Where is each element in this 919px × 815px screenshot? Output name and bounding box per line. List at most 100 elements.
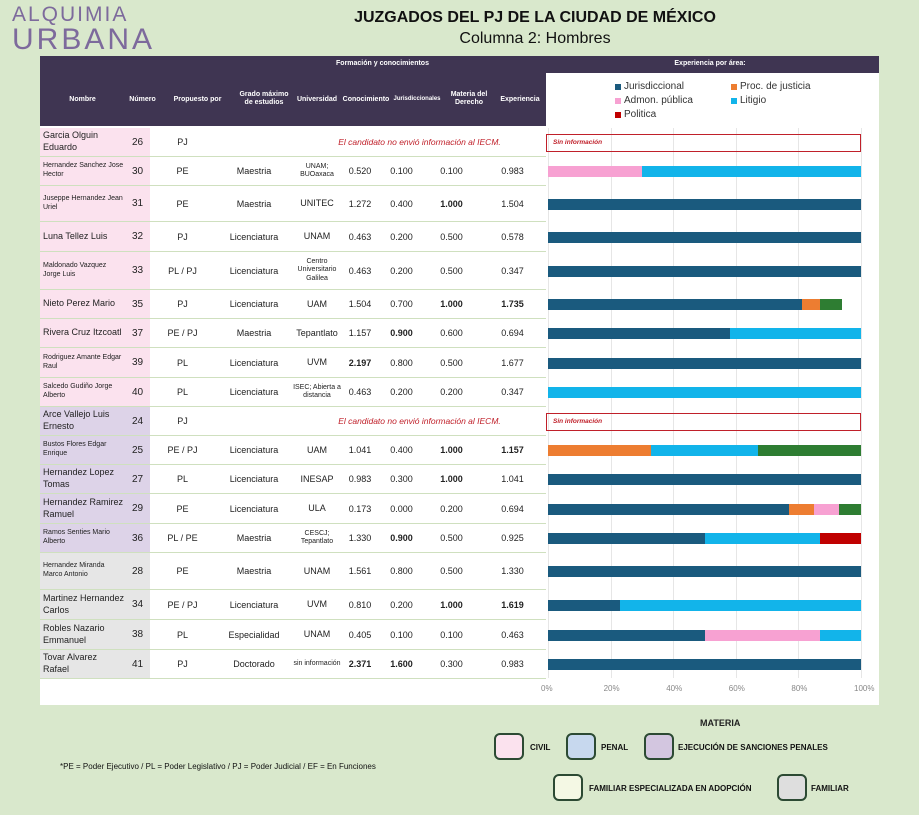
bar-segment: [820, 629, 861, 641]
row-number: 25: [125, 436, 150, 464]
row-materia: 0.500: [440, 231, 463, 242]
bar-segment: [548, 659, 861, 670]
row-number: 38: [125, 620, 150, 649]
row-name: Garcia Olguin Eduardo: [40, 128, 125, 156]
row-proposed-by: PE: [176, 503, 189, 514]
brand-line1: ALQUIMIA: [12, 3, 129, 26]
row-degree: Licenciatura: [229, 445, 279, 455]
bar-segment: [548, 328, 730, 339]
row-degree: Maestria: [236, 566, 272, 576]
row-name: Hernandez Lopez Tomas: [40, 465, 125, 493]
materia-label-familiar-adopcion: FAMILIAR ESPECIALIZADA EN ADOPCIÓN: [589, 784, 752, 793]
row-materia: 0.100: [440, 166, 463, 176]
row-name: Bustos Flores Edgar Enrique: [40, 436, 125, 464]
row-proposed-by: PJ: [177, 659, 188, 669]
x-tick-label: 100%: [854, 684, 875, 693]
row-degree: Licenciatura: [229, 265, 279, 276]
row-degree: Licenciatura: [229, 599, 279, 610]
row-university: Centro Universitario Galilea: [297, 257, 337, 282]
row-conocimiento: 0.810: [348, 599, 372, 610]
row-materia: 1.000: [440, 474, 463, 484]
table-row: Rivera Cruz Itzcoatl 37 PE / PJ Maestria Tep…: [40, 319, 546, 348]
row-experiencia: 1.504: [501, 198, 524, 209]
header-experiencia: Experiencia por área:: [674, 60, 746, 67]
row-materia: 1.000: [440, 599, 463, 610]
row-materia: 0.500: [440, 265, 463, 276]
row-degree: Maestria: [236, 328, 272, 338]
row-number: 27: [125, 465, 150, 493]
row-materia: 0.500: [440, 566, 463, 576]
col-header-experiencia: Experiencia: [500, 96, 540, 103]
row-proposed-by: PE: [176, 198, 189, 209]
legend-swatch: [615, 83, 621, 90]
col-header-universidad: Universidad: [296, 96, 338, 103]
bar-segment: [548, 357, 861, 369]
row-jurisdiccionales: 0.200: [390, 387, 413, 397]
row-degree: Doctorado: [233, 659, 275, 669]
row-number: 35: [125, 290, 150, 318]
row-proposed-by: PE / PJ: [167, 445, 198, 455]
row-conocimiento: 0.463: [348, 265, 372, 276]
row-name: Maldonado Vazquez Jorge Luis: [40, 252, 125, 289]
bar-segment: [548, 387, 861, 398]
row-university: sin información: [293, 659, 341, 667]
bar-segment: [548, 198, 861, 210]
bar-segment: [704, 533, 821, 544]
row-materia: 1.000: [440, 198, 463, 209]
grid-line: [548, 128, 549, 678]
bar-segment: [839, 503, 861, 515]
row-university: UAM: [307, 298, 327, 309]
row-university: INESAP: [300, 473, 334, 484]
header-formacion: Formación y conocimientos: [336, 60, 429, 67]
row-number: 37: [125, 319, 150, 347]
row-conocimiento: 0.520: [348, 166, 372, 176]
row-name: Hernandez Miranda Marco Antonio: [40, 553, 125, 589]
materia-swatch-ejecucion: [644, 733, 674, 760]
bar-segment: [548, 166, 642, 177]
bar-segment: [548, 629, 705, 641]
table-row: Hernandez Miranda Marco Antonio 28 PE Maest…: [40, 553, 546, 590]
row-university: UNAM: [303, 231, 331, 242]
x-tick-label: 80%: [791, 684, 808, 693]
sin-info-box: Sin información: [546, 412, 861, 431]
row-proposed-by: PL / PE: [167, 533, 198, 543]
row-name: Martinez Hernandez Carlos: [40, 590, 125, 619]
bar-segment: [704, 629, 821, 641]
row-name: Nieto Perez Mario: [40, 290, 125, 318]
table-row: Hernandez Sanchez Jose Hector 30 PE Maestri…: [40, 157, 546, 186]
row-conocimiento: 2.371: [348, 659, 372, 669]
row-university: Tepantlato: [296, 327, 338, 338]
page-subtitle: Columna 2: Hombres: [459, 30, 611, 47]
table-row: Rodriguez Amante Edgar Raul 39 PL Licenciat…: [40, 348, 546, 378]
bar-segment: [548, 503, 789, 515]
row-number: 36: [125, 524, 150, 552]
legend-item: Admon. pública: [615, 95, 693, 106]
row-materia: 0.200: [440, 503, 463, 514]
row-experiencia: 0.347: [501, 265, 524, 276]
row-materia: 0.500: [440, 357, 463, 368]
materia-swatch-familiar-adopcion: [553, 774, 583, 801]
table-row: Juseppe Hernandez Jean Uriel 31 PE Maestria…: [40, 186, 546, 222]
row-name: Ramos Senties Mario Alberto: [40, 524, 125, 552]
grid-line: [610, 128, 612, 678]
row-experiencia: 1.677: [501, 357, 524, 368]
row-proposed-by: PL: [176, 387, 188, 397]
col-header-conocimiento: Conocimiento: [342, 96, 390, 103]
bar-segment: [548, 533, 705, 544]
row-experiencia: 1.330: [501, 566, 524, 576]
row-jurisdiccionales: 0.300: [390, 474, 413, 484]
legend-label: Admon. pública: [624, 95, 693, 106]
table-row: Hernandez Lopez Tomas 27 PL Licenciatura INE…: [40, 465, 546, 494]
row-name: Hernandez Sanchez Jose Hector: [40, 157, 125, 185]
row-experiencia: 0.347: [501, 387, 524, 397]
row-experiencia: 0.983: [501, 659, 524, 669]
row-conocimiento: 0.463: [348, 387, 372, 397]
col-header-propuesto: Propuesto por: [173, 96, 222, 103]
row-name: Rodriguez Amante Edgar Raul: [40, 348, 125, 377]
row-number: 24: [125, 407, 150, 435]
x-tick-label: 60%: [728, 684, 745, 693]
materia-label-familiar: FAMILIAR: [811, 784, 849, 793]
legend-item: Litigio: [731, 95, 766, 106]
col-header-jurisdiccionales: Jurisdiccionales: [393, 96, 441, 102]
bar-segment: [548, 566, 861, 577]
